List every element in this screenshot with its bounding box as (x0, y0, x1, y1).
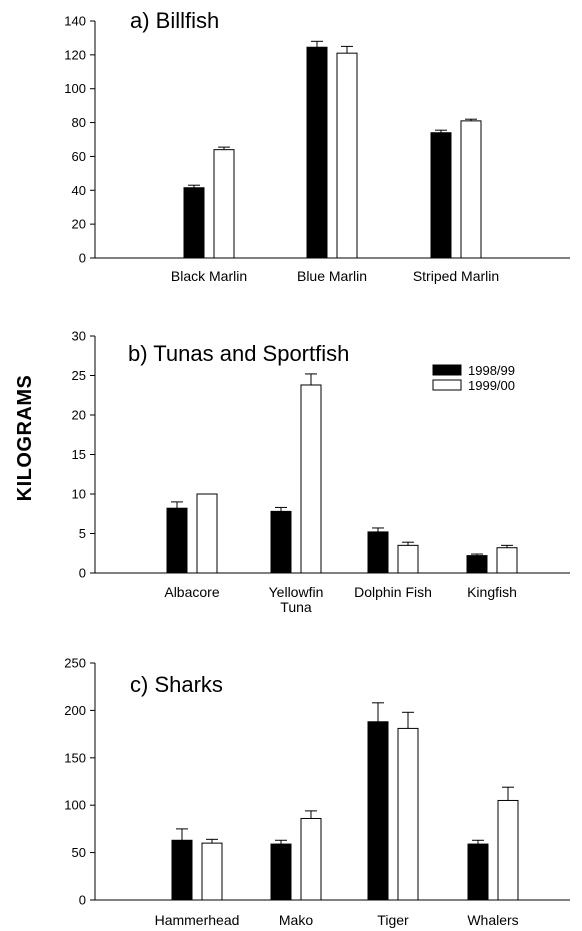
y-axis-label: KILOGRAMS (14, 375, 36, 502)
y-tick-label: 60 (72, 149, 86, 164)
category-label: Dolphin Fish (354, 584, 432, 600)
bar (300, 384, 322, 574)
bar (496, 547, 518, 574)
y-tick-label: 5 (79, 526, 86, 541)
category-label: Whalers (467, 912, 518, 928)
chart-panel-1: 0 20 40 60 80 100 120 140 a) Billfish Black Marli… (64, 8, 570, 284)
y-tick-label: 25 (72, 368, 86, 383)
bar (397, 727, 419, 901)
bar (270, 510, 292, 574)
y-tick-label: 15 (72, 447, 86, 462)
y-tick-label: 120 (64, 47, 86, 62)
y-tick-label: 30 (72, 329, 86, 344)
category-label: Albacore (164, 584, 219, 600)
bar (367, 721, 389, 901)
y-tick-label: 140 (64, 14, 86, 29)
y-tick-label: 200 (64, 703, 86, 718)
bar (196, 493, 218, 574)
bar (430, 132, 452, 259)
chart-title: b) Tunas and Sportfish (128, 341, 349, 366)
y-tick-label: 0 (79, 893, 86, 908)
bar (336, 52, 358, 259)
y-tick-label: 0 (79, 251, 86, 266)
category-label: Tuna (280, 599, 312, 615)
y-tick-label: 250 (64, 656, 86, 671)
y-tick-label: 20 (72, 217, 86, 232)
y-tick-label: 10 (72, 487, 86, 502)
bar (270, 843, 292, 901)
bar (467, 843, 489, 901)
y-tick-label: 100 (64, 798, 86, 813)
bar (466, 555, 488, 574)
category-label: Mako (279, 912, 313, 928)
bar (213, 149, 235, 259)
y-tick-label: 40 (72, 183, 86, 198)
bar (166, 507, 188, 574)
chart-title: c) Sharks (130, 672, 223, 697)
category-label: Blue Marlin (297, 268, 367, 284)
bar (306, 46, 328, 259)
bar (171, 839, 193, 901)
legend-label: 1999/00 (468, 378, 515, 393)
bar (367, 531, 389, 574)
bar (201, 842, 223, 901)
category-label: Tiger (377, 912, 409, 928)
bar (460, 120, 482, 259)
category-label: Hammerhead (155, 912, 240, 928)
chart-panel-3: 0 50 100 150 200 250 c) Sharks Hammerhead Mako Ti… (64, 656, 570, 928)
category-label: Striped Marlin (413, 268, 499, 284)
bar (183, 187, 205, 259)
legend-swatch (432, 364, 462, 376)
category-label: Yellowfin (269, 584, 324, 600)
y-tick-label: 150 (64, 750, 86, 765)
legend-label: 1998/99 (468, 363, 515, 378)
category-label: Black Marlin (171, 268, 247, 284)
category-label: Kingfish (467, 584, 517, 600)
y-tick-label: 20 (72, 408, 86, 423)
y-tick-label: 80 (72, 115, 86, 130)
chart-title: a) Billfish (130, 8, 219, 33)
bar (300, 817, 322, 901)
y-tick-label: 100 (64, 81, 86, 96)
chart-panel-2: 0 5 10 15 20 25 30 b) Tunas and Sportfish Albaco… (72, 329, 570, 615)
y-tick-label: 50 (72, 845, 86, 860)
legend-swatch (432, 379, 462, 391)
y-tick-label: 0 (79, 566, 86, 581)
bar (397, 544, 419, 574)
bar (497, 799, 519, 901)
